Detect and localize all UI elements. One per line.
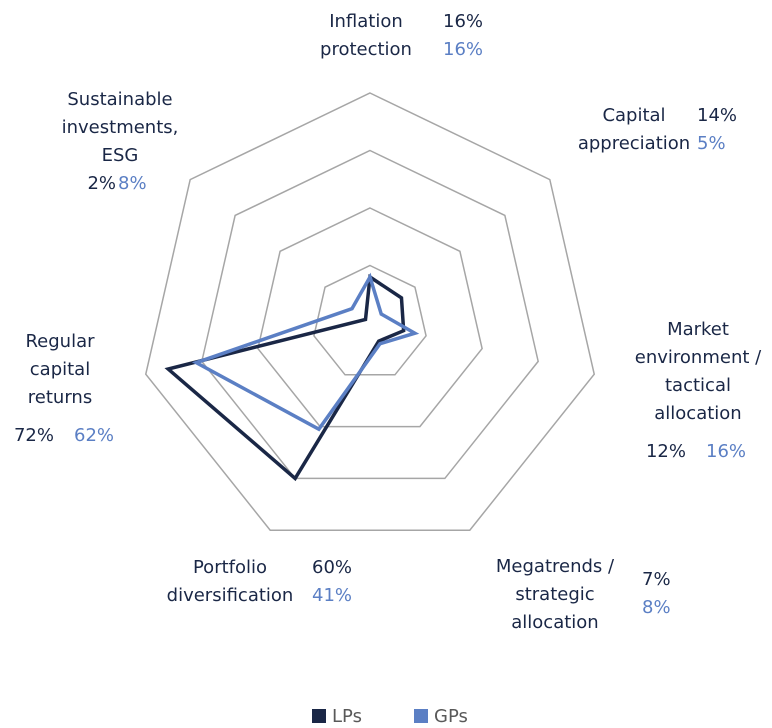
legend-label: LPs: [332, 706, 362, 727]
category-label: returns: [28, 387, 92, 408]
category-label: Portfolio: [193, 557, 267, 578]
value-label: 8%: [642, 597, 671, 618]
value-label: 62%: [74, 425, 114, 446]
legend-label: GPs: [434, 706, 468, 727]
category-label: tactical: [665, 375, 731, 396]
category-label: Capital: [602, 105, 665, 126]
category-label: capital: [30, 359, 90, 380]
category-label: Sustainable: [67, 89, 172, 110]
grid-ring: [201, 149, 539, 480]
series-line: [164, 273, 406, 482]
value-label: 12%: [646, 441, 686, 462]
category-label: ESG: [102, 145, 139, 166]
value-label: 16%: [443, 11, 483, 32]
value-label: 41%: [312, 585, 352, 606]
category-label: allocation: [511, 612, 598, 633]
series-line: [191, 272, 420, 432]
category-label: Market: [667, 319, 729, 340]
category-label: investments,: [62, 117, 179, 138]
value-label: 2%: [87, 173, 116, 194]
value-label: 14%: [697, 105, 737, 126]
category-label: diversification: [167, 585, 294, 606]
category-label: strategic: [515, 584, 594, 605]
value-label: 72%: [14, 425, 54, 446]
category-label: Inflation: [329, 11, 403, 32]
category-label: allocation: [654, 403, 741, 424]
grid-ring: [144, 92, 596, 531]
value-label: 60%: [312, 557, 352, 578]
category-label: protection: [320, 39, 412, 60]
category-label: environment /: [635, 347, 762, 368]
legend-swatch: [414, 709, 428, 723]
grid-ring: [313, 264, 427, 376]
category-label: Megatrends /: [496, 556, 615, 577]
value-label: 5%: [697, 133, 726, 154]
legend-swatch: [312, 709, 326, 723]
category-label: appreciation: [578, 133, 690, 154]
value-label: 7%: [642, 569, 671, 590]
value-label: 8%: [118, 173, 147, 194]
value-label: 16%: [706, 441, 746, 462]
value-label: 16%: [443, 39, 483, 60]
category-label: Regular: [25, 331, 95, 352]
grid-ring: [257, 207, 483, 428]
